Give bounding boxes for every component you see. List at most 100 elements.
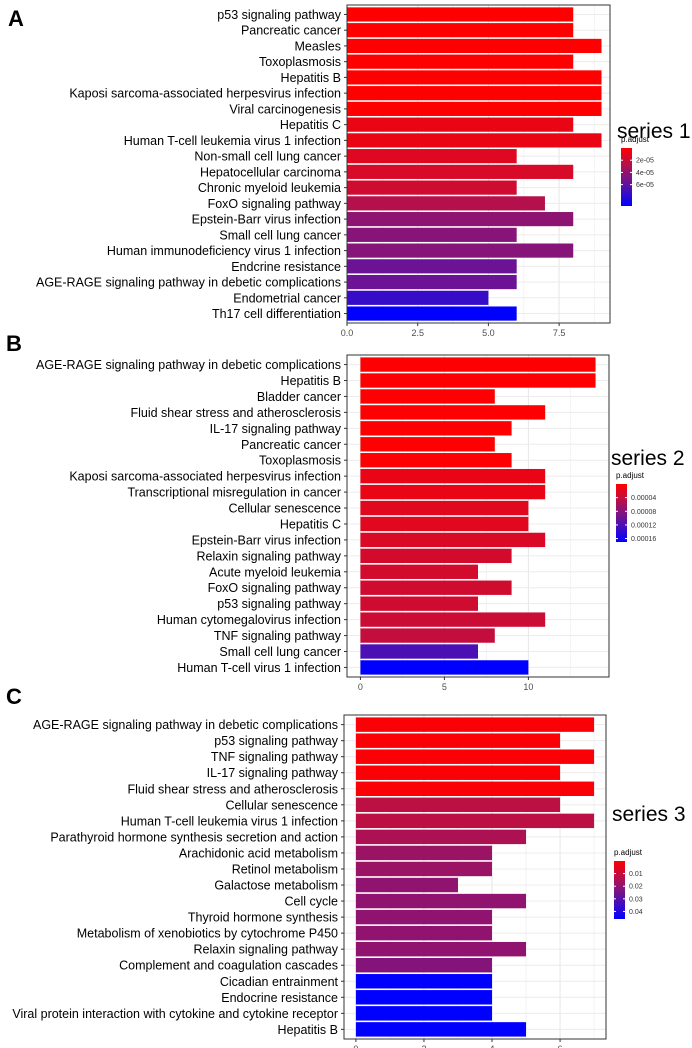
bar bbox=[360, 373, 596, 388]
legend-tick-label: 0.04 bbox=[629, 909, 643, 916]
bar bbox=[347, 38, 602, 54]
bars bbox=[355, 717, 595, 1037]
plot-border bbox=[343, 714, 607, 1040]
category-label: TNF signaling pathway bbox=[211, 750, 339, 764]
bar bbox=[347, 54, 574, 69]
bar bbox=[355, 909, 493, 925]
x-tick-label: 2.5 bbox=[411, 328, 424, 338]
bar bbox=[360, 580, 512, 595]
category-label: Relaxin signaling pathway bbox=[193, 943, 338, 957]
category-label: Hepatitis B bbox=[281, 71, 341, 85]
legend-tick-label: 0.02 bbox=[629, 884, 643, 891]
panel-b: B AGE-RAGE signaling pathway in debetic c… bbox=[6, 331, 685, 692]
bar bbox=[347, 101, 602, 116]
category-label: FoxO signaling pathway bbox=[208, 197, 342, 211]
category-label: Human cytomegalovirus infection bbox=[157, 613, 341, 627]
bar bbox=[355, 781, 595, 796]
bar bbox=[347, 117, 574, 132]
category-label: Endocrine resistance bbox=[221, 991, 338, 1005]
panel-letter: A bbox=[8, 6, 24, 31]
series-label: series 2 bbox=[611, 447, 685, 470]
category-label: Non-small cell lung cancer bbox=[194, 150, 341, 164]
bar bbox=[360, 468, 546, 484]
plot-border bbox=[346, 354, 610, 678]
legend-title: p.adjust bbox=[621, 135, 650, 144]
color-legend: p.adjust 0.00004 0.00008 0.00012 0.00016 bbox=[616, 471, 656, 543]
category-label: Galactose metabolism bbox=[214, 879, 338, 893]
category-label: Parathyroid hormone synthesis secretion … bbox=[50, 830, 338, 844]
bar bbox=[355, 974, 493, 989]
x-axis: 0.0 2.5 5.0 7.5 bbox=[341, 323, 566, 338]
x-tick-label: 7.5 bbox=[553, 328, 566, 338]
bar bbox=[355, 861, 493, 877]
category-label: Transcriptional misregulation in cancer bbox=[127, 486, 341, 500]
category-label: Kaposi sarcoma-associated herpesvirus in… bbox=[69, 470, 341, 484]
legend-tick-label: 0.00004 bbox=[631, 495, 656, 502]
bar bbox=[355, 1006, 493, 1021]
category-label: Pancreatic cancer bbox=[241, 24, 341, 38]
legend-tick-label: 6e-05 bbox=[636, 182, 654, 189]
x-tick-label: 0 bbox=[353, 1044, 358, 1048]
bars bbox=[347, 7, 602, 321]
category-label: Hepatocellular carcinoma bbox=[200, 165, 341, 179]
bar bbox=[360, 660, 529, 675]
bar bbox=[355, 925, 493, 941]
color-legend: p.adjust 2e-05 4e-05 6e-05 bbox=[621, 135, 654, 206]
category-label: Bladder cancer bbox=[257, 390, 341, 404]
bar bbox=[360, 437, 495, 452]
legend-tick-label: 2e-05 bbox=[636, 158, 654, 165]
bar bbox=[347, 133, 602, 148]
bar bbox=[355, 797, 561, 813]
category-label: Metabolism of xenobiotics by cytochrome … bbox=[77, 927, 338, 941]
series-label: series 3 bbox=[612, 803, 686, 826]
category-label: Small cell lung cancer bbox=[219, 645, 341, 659]
bar bbox=[360, 596, 478, 611]
category-label: p53 signaling pathway bbox=[217, 8, 341, 22]
bar bbox=[347, 149, 517, 164]
category-label: Viral protein interaction with cytokine … bbox=[12, 1007, 338, 1021]
plot-border bbox=[346, 4, 611, 324]
category-label: Thyroid hormone synthesis bbox=[188, 911, 338, 925]
category-labels: p53 signaling pathway Pancreatic cancerMe… bbox=[36, 8, 347, 321]
bar bbox=[355, 717, 595, 732]
category-label: Arachidonic acid metabolism bbox=[179, 846, 338, 860]
category-label: Endometrial cancer bbox=[233, 291, 341, 305]
category-label: AGE-RAGE signaling pathway in debetic co… bbox=[36, 358, 341, 372]
bar bbox=[360, 564, 478, 579]
bar bbox=[347, 212, 574, 227]
category-label: Pancreatic cancer bbox=[241, 438, 341, 452]
bar bbox=[360, 532, 546, 548]
category-label: Viral carcinogenesis bbox=[229, 102, 341, 116]
legend-colorbar bbox=[621, 148, 632, 206]
category-label: Human T-cell virus 1 infection bbox=[177, 661, 341, 675]
category-label: Cicadian entrainment bbox=[220, 975, 339, 989]
bar bbox=[347, 196, 545, 211]
series-label: series 1 bbox=[617, 120, 691, 143]
bar bbox=[355, 1022, 527, 1037]
category-label: Complement and coagulation cascades bbox=[119, 959, 338, 973]
category-label: Th17 cell differentiation bbox=[212, 307, 341, 321]
bar bbox=[360, 500, 529, 516]
bar bbox=[360, 405, 546, 420]
bar bbox=[360, 548, 512, 564]
bar bbox=[347, 274, 517, 290]
category-label: Endcrine resistance bbox=[231, 260, 341, 274]
category-label: Measles bbox=[294, 39, 341, 53]
category-label: Fluid shear stress and atherosclerosis bbox=[127, 782, 338, 796]
x-tick-label: 0 bbox=[358, 682, 363, 692]
panel-c: C AGE-RAGE signaling pathway in debetic c… bbox=[6, 684, 686, 1048]
category-label: Cellular senescence bbox=[228, 502, 341, 516]
category-label: Human immunodeficiency virus 1 infection bbox=[107, 244, 341, 258]
category-labels: AGE-RAGE signaling pathway in debetic co… bbox=[36, 358, 347, 675]
x-axis: 0 5 10 bbox=[358, 677, 533, 692]
bar bbox=[355, 990, 493, 1005]
bar bbox=[355, 829, 527, 845]
x-tick-label: 6 bbox=[558, 1044, 563, 1048]
category-labels: AGE-RAGE signaling pathway in debetic co… bbox=[12, 718, 344, 1037]
category-label: AGE-RAGE signaling pathway in debetic co… bbox=[36, 276, 341, 290]
category-label: Hepatitis B bbox=[278, 1023, 338, 1037]
bar bbox=[347, 227, 517, 242]
legend-colorbar bbox=[614, 861, 625, 919]
category-label: FoxO signaling pathway bbox=[208, 581, 342, 595]
